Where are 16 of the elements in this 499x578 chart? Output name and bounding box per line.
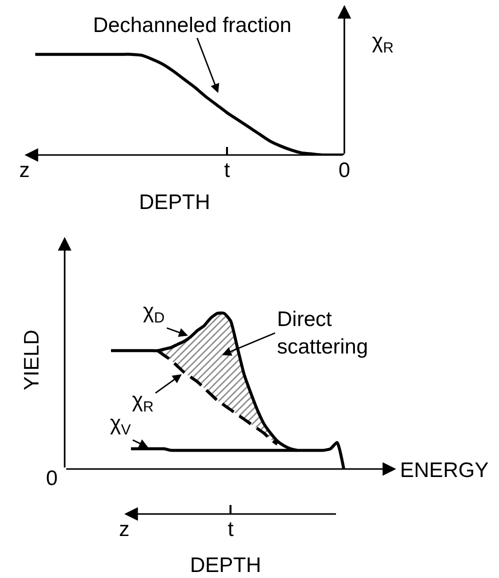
series-label: χ$_{V}$ [110, 412, 132, 438]
x-axis-title: DEPTH [139, 191, 210, 214]
x2-axis-title: DEPTH [190, 554, 262, 577]
x-tick-label: 0 [338, 159, 350, 182]
x-axis-title: ENERGY [400, 459, 489, 482]
x-tick-label: t [224, 159, 230, 182]
legend-label: χ$_{R}$ [132, 389, 154, 416]
annotation: Direct scattering [277, 308, 368, 358]
series-label: χ$_{D}$ [143, 300, 165, 326]
x-tick-label: z [19, 159, 30, 182]
y-axis-title: χ$_{R}$ [372, 30, 394, 56]
text: Dechanneled fraction [93, 14, 292, 37]
x-tick-label: z [119, 518, 130, 541]
x-tick-label: t [228, 518, 234, 541]
text: 0 [46, 467, 58, 490]
y-axis-title: YIELD [20, 330, 44, 390]
